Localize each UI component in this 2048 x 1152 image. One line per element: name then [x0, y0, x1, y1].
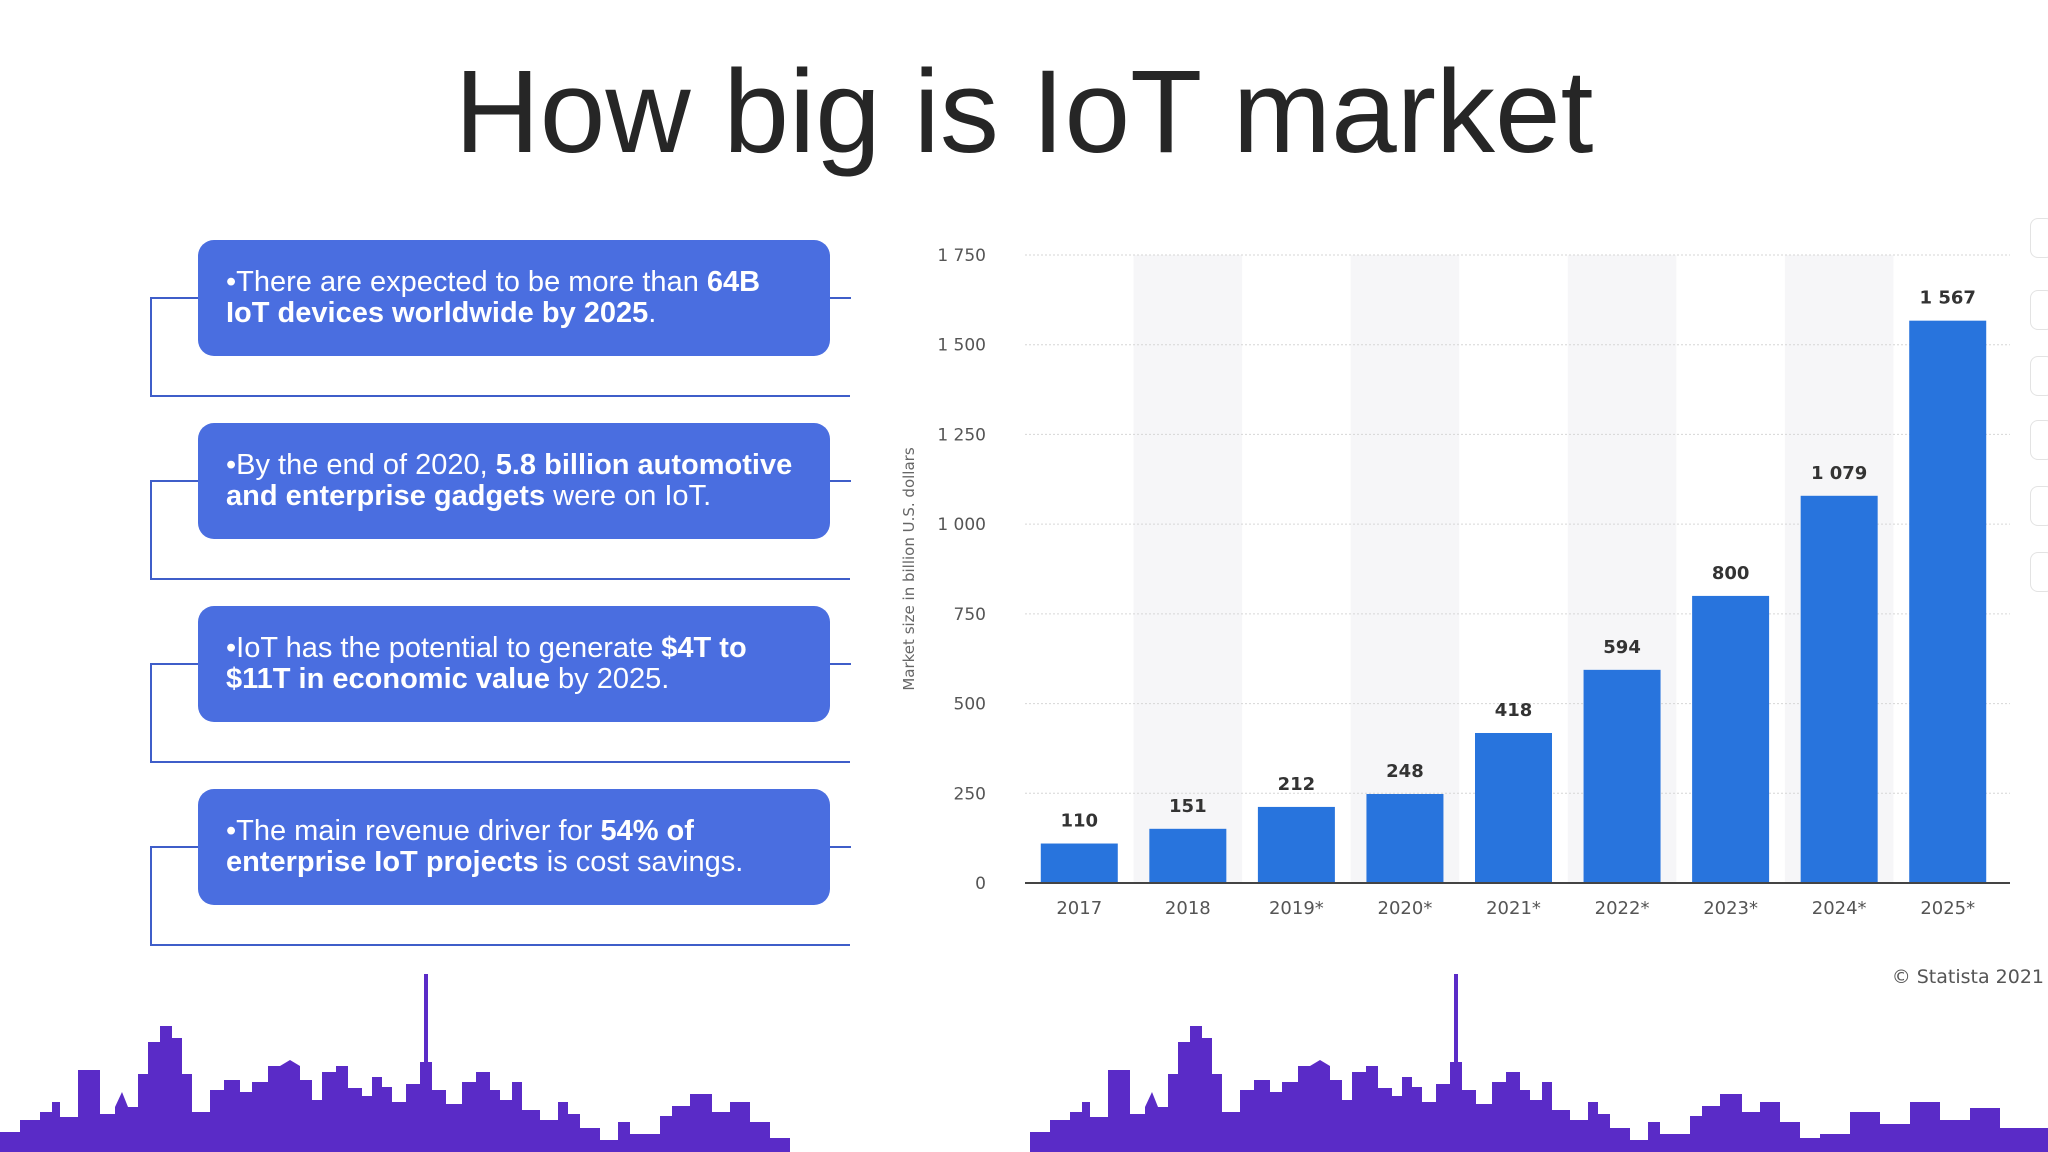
x-tick-label: 2022* [1595, 898, 1650, 919]
card-connector [830, 480, 851, 482]
x-tick-label: 2018 [1165, 898, 1211, 919]
fact-segment: were on IoT. [545, 480, 712, 512]
bar [1475, 732, 1552, 883]
card-connector [830, 846, 851, 848]
x-tick-label: 2023* [1703, 898, 1758, 919]
city-skyline-illustration [0, 974, 2048, 1152]
data-label: 1 567 [1920, 288, 1976, 309]
bar [1257, 806, 1335, 883]
chart-svg: 0 250 500 750 1 000 1 250 1 500 1 750 Market siz… [900, 246, 2010, 919]
bar [1909, 320, 1987, 883]
data-label: 248 [1386, 761, 1424, 782]
fact-segment: is cost savings. [538, 846, 744, 878]
fact-highlight: 64B IoT devices worldwide by 2025 [226, 266, 761, 329]
fact-highlight: 54% of enterprise IoT projects [226, 815, 694, 878]
y-tick-label: 1 250 [937, 425, 986, 445]
page-title: How big is IoT market [454, 46, 1594, 178]
y-tick-label: 1 500 [937, 336, 986, 356]
y-tick-label: 250 [954, 784, 986, 804]
bar [1040, 843, 1118, 883]
fact-text: •There are expected to be more than 64B … [226, 267, 804, 329]
bar [1583, 669, 1661, 883]
fact-text: •By the end of 2020, 5.8 billion automot… [226, 450, 804, 512]
data-label: 800 [1712, 563, 1750, 584]
chart-band [1350, 255, 1460, 883]
y-tick-label: 1 750 [937, 246, 986, 266]
fact-card: •IoT has the potential to generate $4T t… [198, 606, 830, 722]
fact-card: •There are expected to be more than 64B … [198, 240, 830, 356]
side-button[interactable] [2030, 356, 2048, 396]
source-credit: © Statista 2021 [1891, 966, 2044, 988]
x-tick-label: 2021* [1486, 898, 1541, 919]
x-tick-label: 2025* [1920, 898, 1975, 919]
x-tick-label: 2019* [1269, 898, 1324, 919]
fact-text: •IoT has the potential to generate $4T t… [226, 633, 804, 695]
skyline-silhouette [0, 974, 2048, 1152]
side-button[interactable] [2030, 486, 2048, 526]
card-connector [830, 297, 851, 299]
y-tick-label: 0 [975, 874, 986, 894]
side-button[interactable] [2030, 218, 2048, 258]
data-label: 1 079 [1811, 463, 1867, 484]
fact-card: •The main revenue driver for 54% of ente… [198, 789, 830, 905]
fact-segment: •The main revenue driver for [226, 815, 601, 847]
fact-segment: . [648, 297, 657, 329]
data-label: 212 [1278, 774, 1316, 795]
y-axis-label: Market size in billion U.S. dollars [900, 447, 918, 690]
fact-segment: •By the end of 2020, [226, 449, 496, 481]
x-tick-label: 2024* [1812, 898, 1867, 919]
fact-highlight: 5.8 billion automotive and enterprise ga… [226, 449, 793, 512]
side-button[interactable] [2030, 290, 2048, 330]
x-tick-label: 2020* [1378, 898, 1433, 919]
fact-card: •By the end of 2020, 5.8 billion automot… [198, 423, 830, 539]
x-tick-label: 2017 [1056, 898, 1102, 919]
bar [1149, 828, 1227, 883]
fact-segment: •There are expected to be more than [226, 266, 707, 298]
data-label: 110 [1060, 811, 1098, 832]
bar [1366, 794, 1444, 883]
fact-segment: by 2025. [549, 663, 670, 695]
bar [1692, 595, 1770, 883]
side-button[interactable] [2030, 420, 2048, 460]
bar [1800, 495, 1878, 883]
chart-band [1133, 255, 1243, 883]
card-connector [830, 663, 851, 665]
y-tick-label: 500 [954, 695, 986, 715]
data-label: 151 [1169, 796, 1207, 817]
side-button[interactable] [2030, 552, 2048, 592]
bar-chart: 0 250 500 750 1 000 1 250 1 500 1 750 Market siz… [890, 230, 2048, 1000]
data-label: 418 [1495, 700, 1533, 721]
y-tick-label: 1 000 [937, 515, 986, 535]
fact-text: •The main revenue driver for 54% of ente… [226, 816, 804, 878]
fact-segment: •IoT has the potential to generate [226, 632, 662, 664]
fact-highlight: $4T to $11T in economic value [226, 632, 747, 695]
data-label: 594 [1603, 637, 1641, 658]
y-tick-label: 750 [954, 605, 986, 625]
